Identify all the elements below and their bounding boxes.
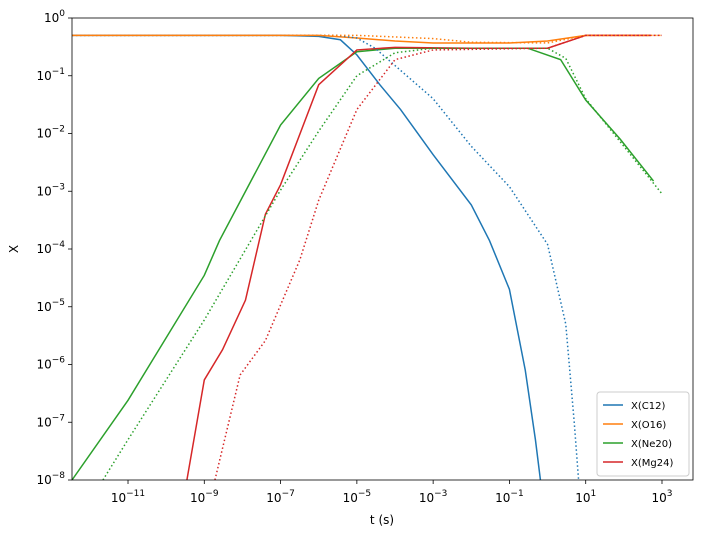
- x-axis-label: t (s): [370, 513, 394, 527]
- tick-label: 10−3: [36, 182, 65, 198]
- legend-box: [596, 391, 690, 477]
- series-line: [214, 34, 662, 480]
- series-line: [72, 34, 662, 44]
- tick-label: 10−11: [111, 489, 145, 505]
- tick-label: 10−5: [36, 298, 65, 314]
- tick-label: 10−1: [36, 67, 65, 83]
- tick-label: 10−8: [36, 471, 65, 487]
- legend-label: X(Mg24): [631, 458, 673, 469]
- series-line: [72, 34, 651, 44]
- series-line: [72, 34, 580, 480]
- tick-label: 101: [575, 489, 596, 505]
- legend-label: X(C12): [631, 401, 665, 412]
- tick-label: 10−9: [190, 489, 219, 505]
- tick-label: 10−7: [36, 413, 65, 429]
- tick-label: 10−6: [36, 356, 65, 372]
- series-line: [72, 34, 542, 480]
- tick-label: 10−2: [36, 125, 65, 141]
- tick-label: 10−4: [36, 240, 65, 256]
- legend-label: X(Ne20): [631, 439, 672, 450]
- tick-label: 100: [44, 9, 65, 25]
- tick-label: 103: [651, 489, 672, 505]
- series-line: [72, 47, 655, 480]
- tick-label: 10−7: [266, 489, 295, 505]
- tick-label: 10−5: [343, 489, 372, 505]
- tick-label: 10−3: [419, 489, 448, 505]
- y-axis-label: X: [7, 245, 21, 253]
- plot-area: [72, 34, 663, 480]
- series-line: [102, 47, 663, 480]
- legend-label: X(O16): [631, 420, 666, 431]
- tick-label: 10−1: [495, 489, 524, 505]
- series-line: [186, 34, 651, 480]
